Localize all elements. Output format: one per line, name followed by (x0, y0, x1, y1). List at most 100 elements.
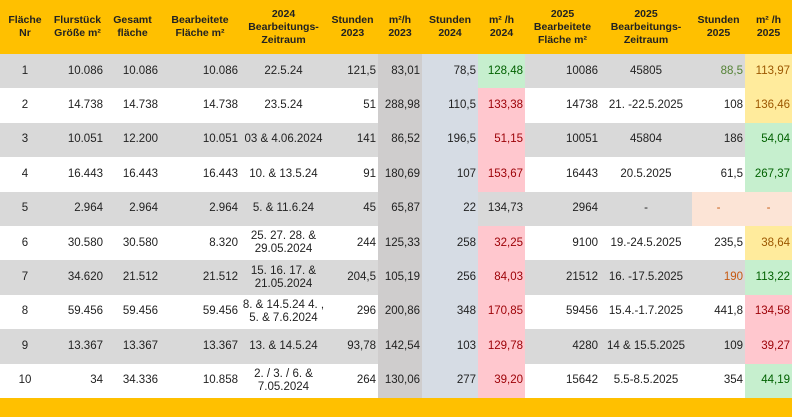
cell: 8. & 14.5.24 4. , 5. & 7.6.2024 (240, 294, 327, 330)
cell: 103 (422, 329, 478, 364)
cell: 10 (0, 363, 50, 398)
table-row: 5 2.964 2.964 2.964 5. & 11.6.24 45 65,87 22 134… (0, 191, 792, 226)
cell: 2. / 3. / 6. & 7.05.2024 (240, 363, 327, 398)
column-header: m² /h 2024 (478, 0, 525, 54)
cell: 10.086 (50, 54, 105, 89)
cell: 7 (0, 260, 50, 295)
cell: 10051 (525, 122, 600, 158)
table-row: 1 10.086 10.086 10.086 22.5.24 121,5 83,01 78,5… (0, 54, 792, 89)
cell: 15.4.-1.7.2025 (600, 294, 692, 330)
cell: 128,48 (478, 54, 525, 89)
cell: 113,97 (745, 54, 792, 89)
cell: 142,54 (378, 329, 422, 364)
cell: 125,33 (378, 225, 422, 261)
cell: 13.367 (50, 329, 105, 364)
cell: 8.320 (160, 225, 240, 261)
cell: 03 & 4.06.2024 (240, 122, 327, 158)
cell: 22 (422, 191, 478, 226)
cell: 59.456 (50, 294, 105, 330)
cell: 86,52 (378, 122, 422, 158)
cell: 16.443 (50, 157, 105, 192)
cell: 141 (327, 122, 378, 158)
cell: 16.443 (160, 157, 240, 192)
footer-row (0, 397, 792, 417)
column-header: Stunden 2025 (692, 0, 745, 54)
cell: 10.858 (160, 363, 240, 398)
cell: 170,85 (478, 294, 525, 330)
column-header: 2025 Bearbeitungs- Zeitraum (600, 0, 692, 54)
table-row: 3 10.051 12.200 10.051 03 & 4.06.2024 141 86,5… (0, 122, 792, 158)
cell: 10.051 (160, 122, 240, 158)
cell: 21.512 (160, 260, 240, 295)
cell: 84,03 (478, 260, 525, 295)
column-header: m² /h 2025 (745, 0, 792, 54)
cell: 2964 (525, 191, 600, 226)
cell: 288,98 (378, 88, 422, 123)
cell: 93,78 (327, 329, 378, 364)
cell: 30.580 (105, 225, 160, 261)
cell: 5.5-8.5.2025 (600, 363, 692, 398)
cell: 15642 (525, 363, 600, 398)
cell: 38,64 (745, 225, 792, 261)
cell: 258 (422, 225, 478, 261)
cell: - (600, 191, 692, 226)
cell: 34.336 (105, 363, 160, 398)
cell: 14.738 (160, 88, 240, 123)
cell: 13.367 (160, 329, 240, 364)
cell: 21. -22.5.2025 (600, 88, 692, 123)
cell: 6 (0, 225, 50, 261)
column-header: Flurstück Größe m² (50, 0, 105, 54)
table-row: 6 30.580 30.580 8.320 25. 27. 28. & 29.05.20… (0, 225, 792, 261)
cell: 32,25 (478, 225, 525, 261)
cell: 12.200 (105, 122, 160, 158)
cell: 130,06 (378, 363, 422, 398)
cell: 10. & 13.5.24 (240, 157, 327, 192)
cell: 21.512 (105, 260, 160, 295)
cell: 121,5 (327, 54, 378, 89)
cell: 9 (0, 329, 50, 364)
cell: 54,04 (745, 122, 792, 158)
cell: 45804 (600, 122, 692, 158)
cell: 2 (0, 88, 50, 123)
cell: 25. 27. 28. & 29.05.2024 (240, 225, 327, 261)
cell: 4280 (525, 329, 600, 364)
cell: 34 (50, 363, 105, 398)
cell: 277 (422, 363, 478, 398)
cell: 110,5 (422, 88, 478, 123)
cell: 15. 16. 17. & 21.05.2024 (240, 260, 327, 295)
cell: 204,5 (327, 260, 378, 295)
column-header: Fläche Nr (0, 0, 50, 54)
cell: 13. & 14.5.24 (240, 329, 327, 364)
header-row: Fläche Nr Flurstück Größe m² Gesamt fläche… (0, 0, 792, 54)
cell: 134,58 (745, 294, 792, 330)
cell: 10.051 (50, 122, 105, 158)
cell: 3 (0, 122, 50, 158)
table-row: 9 13.367 13.367 13.367 13. & 14.5.24 93,78 142… (0, 329, 792, 364)
table-row: 7 34.620 21.512 21.512 15. 16. 17. & 21.05.2… (0, 260, 792, 295)
cell: 16. -17.5.2025 (600, 260, 692, 295)
column-header: Stunden 2024 (422, 0, 478, 54)
column-header: 2025 Bearbeitete Fläche m² (525, 0, 600, 54)
cell: 61,5 (692, 157, 745, 192)
cell: 5 (0, 191, 50, 226)
cell: 44,19 (745, 363, 792, 398)
cell: 348 (422, 294, 478, 330)
cell: 20.5.2025 (600, 157, 692, 192)
cell: 21512 (525, 260, 600, 295)
cell: 235,5 (692, 225, 745, 261)
cell: 1 (0, 54, 50, 89)
cell: 133,38 (478, 88, 525, 123)
cell: 13.367 (105, 329, 160, 364)
cell: 4 (0, 157, 50, 192)
column-header: Gesamt fläche (105, 0, 160, 54)
column-header: Stunden 2023 (327, 0, 378, 54)
cell: - (692, 191, 745, 226)
cell: 83,01 (378, 54, 422, 89)
cell: 51,15 (478, 122, 525, 158)
cell: 10086 (525, 54, 600, 89)
cell: 136,46 (745, 88, 792, 123)
cell: 34.620 (50, 260, 105, 295)
cell: 39,20 (478, 363, 525, 398)
cell: - (745, 191, 792, 226)
